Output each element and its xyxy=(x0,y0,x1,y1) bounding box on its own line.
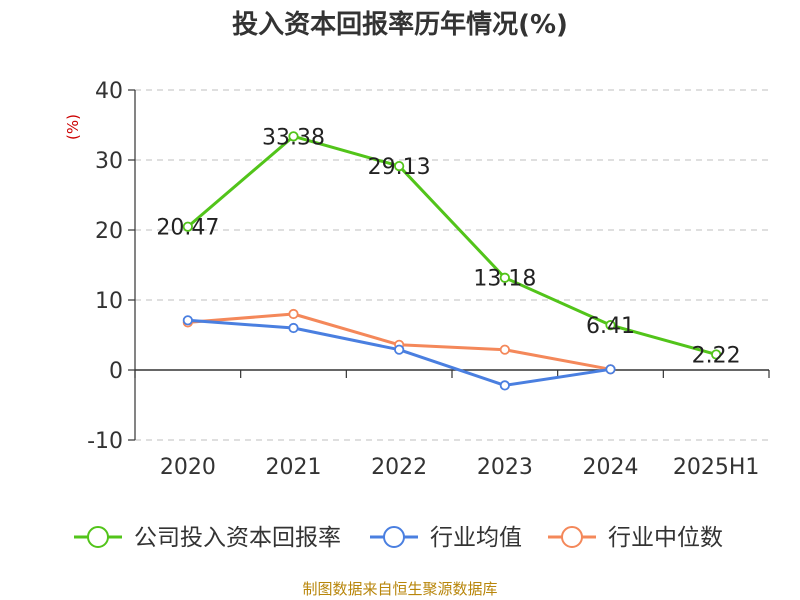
data-label: 33.38 xyxy=(262,125,325,150)
data-point xyxy=(394,344,405,355)
data-point xyxy=(182,221,193,232)
y-tick-label: 40 xyxy=(95,79,123,104)
x-tick-label: 2024 xyxy=(583,455,639,480)
data-point xyxy=(711,349,722,360)
data-label: 2.22 xyxy=(692,343,741,368)
y-tick-label: 20 xyxy=(95,219,123,244)
axes: 40 30 20 10 0 -10 2020 2021 2022 2023 2024 2025H1 (%… xyxy=(64,79,770,480)
data-point xyxy=(182,315,193,326)
data-point xyxy=(499,380,510,391)
data-point xyxy=(288,322,299,334)
legend-marker xyxy=(87,526,109,548)
x-tick-label: 2023 xyxy=(477,455,533,480)
series-line xyxy=(186,134,717,356)
data-labels: 20.47 33.38 29.13 13.18 6.41 2.22 xyxy=(156,125,740,368)
x-tick-label: 2021 xyxy=(266,455,322,480)
legend-label: 公司投入资本回报率 xyxy=(134,525,341,551)
x-tick-label: 2020 xyxy=(160,455,216,480)
data-label: 6.41 xyxy=(586,314,635,339)
data-label: 20.47 xyxy=(156,216,219,241)
y-tick-label: 30 xyxy=(95,149,123,174)
y-tick-label: 0 xyxy=(109,359,123,384)
legend-label: 行业均值 xyxy=(430,525,522,551)
data-point xyxy=(499,272,510,283)
data-label: 29.13 xyxy=(368,155,431,180)
y-tick-label: -10 xyxy=(87,429,123,454)
data-point xyxy=(288,308,299,320)
legend-marker xyxy=(383,526,405,548)
y-tick-label: 10 xyxy=(95,289,123,314)
x-tick-label: 2025H1 xyxy=(673,455,760,480)
data-point xyxy=(605,320,616,331)
grid-lines xyxy=(135,89,769,441)
source-note: 制图数据来自恒生聚源数据库 xyxy=(302,580,498,598)
data-label: 13.18 xyxy=(473,267,536,292)
y-axis-label: (%) xyxy=(64,114,82,140)
data-point xyxy=(394,160,405,172)
data-point xyxy=(499,344,510,355)
legend-label: 行业中位数 xyxy=(608,525,723,551)
chart-title: 投入资本回报率历年情况(%) xyxy=(232,10,568,40)
data-point xyxy=(605,364,616,375)
data-point xyxy=(288,131,299,142)
series-layer xyxy=(182,131,722,391)
legend: 公司投入资本回报率 行业均值 行业中位数 xyxy=(74,525,723,551)
x-tick-label: 2022 xyxy=(371,455,427,480)
legend-marker xyxy=(561,526,583,548)
